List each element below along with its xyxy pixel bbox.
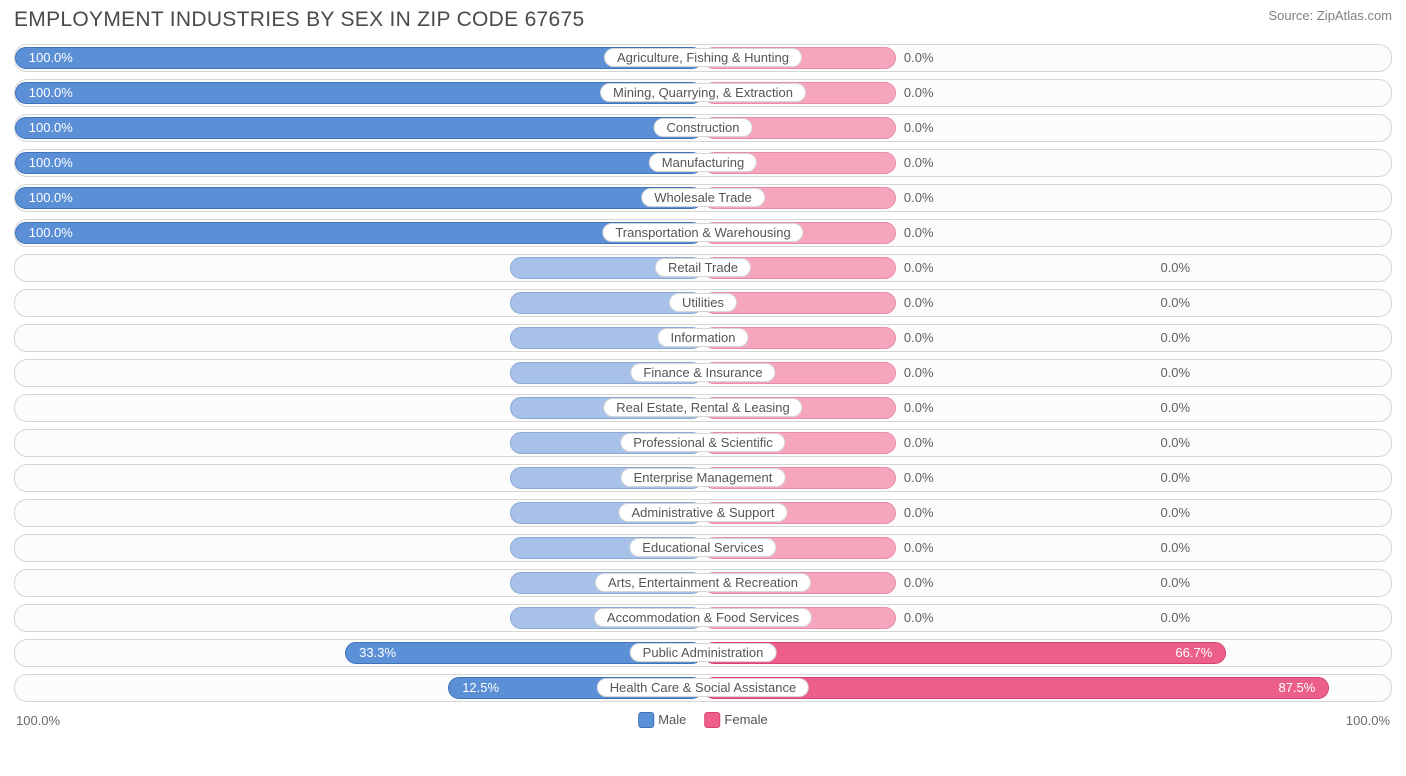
- value-male: 0.0%: [1160, 470, 1190, 485]
- category-label: Wholesale Trade: [641, 188, 765, 207]
- chart-row: Enterprise Management 0.0% 0.0%: [14, 464, 1392, 492]
- category-label: Construction: [654, 118, 753, 137]
- chart-row: Arts, Entertainment & Recreation 0.0% 0.0%: [14, 569, 1392, 597]
- value-female: 0.0%: [904, 295, 934, 310]
- value-female: 0.0%: [904, 225, 934, 240]
- chart-footer: 100.0% Male Female 100.0%: [14, 709, 1392, 731]
- chart-row: Educational Services 0.0% 0.0%: [14, 534, 1392, 562]
- value-male: 100.0%: [29, 120, 73, 135]
- category-label: Arts, Entertainment & Recreation: [595, 573, 811, 592]
- value-male: 100.0%: [29, 155, 73, 170]
- value-female: 0.0%: [904, 260, 934, 275]
- swatch-male-icon: [638, 712, 654, 728]
- chart-row: Finance & Insurance 0.0% 0.0%: [14, 359, 1392, 387]
- chart-row: Transportation & Warehousing 100.0% 0.0%: [14, 219, 1392, 247]
- chart-row: Retail Trade 0.0% 0.0%: [14, 254, 1392, 282]
- value-female: 0.0%: [904, 435, 934, 450]
- chart-row: Health Care & Social Assistance 12.5% 87.5…: [14, 674, 1392, 702]
- bar-female: [703, 642, 1226, 664]
- value-male: 0.0%: [1160, 575, 1190, 590]
- value-male: 100.0%: [29, 190, 73, 205]
- category-label: Professional & Scientific: [620, 433, 785, 452]
- value-male: 12.5%: [462, 680, 499, 695]
- chart-row: Information 0.0% 0.0%: [14, 324, 1392, 352]
- value-male: 0.0%: [1160, 260, 1190, 275]
- category-label: Real Estate, Rental & Leasing: [603, 398, 802, 417]
- category-label: Health Care & Social Assistance: [597, 678, 809, 697]
- value-female: 0.0%: [904, 400, 934, 415]
- value-male: 100.0%: [29, 85, 73, 100]
- category-label: Mining, Quarrying, & Extraction: [600, 83, 806, 102]
- category-label: Educational Services: [629, 538, 776, 557]
- value-female: 0.0%: [904, 190, 934, 205]
- category-label: Agriculture, Fishing & Hunting: [604, 48, 802, 67]
- chart-header: EMPLOYMENT INDUSTRIES BY SEX IN ZIP CODE…: [14, 8, 1392, 32]
- chart-row: Wholesale Trade 100.0% 0.0%: [14, 184, 1392, 212]
- value-female: 0.0%: [904, 505, 934, 520]
- category-label: Administrative & Support: [618, 503, 787, 522]
- category-label: Accommodation & Food Services: [594, 608, 812, 627]
- diverging-bar-chart: Agriculture, Fishing & Hunting 100.0% 0.0%…: [14, 44, 1392, 702]
- value-male: 0.0%: [1160, 505, 1190, 520]
- category-label: Enterprise Management: [621, 468, 786, 487]
- value-female: 0.0%: [904, 365, 934, 380]
- value-male: 0.0%: [1160, 540, 1190, 555]
- value-male: 0.0%: [1160, 295, 1190, 310]
- category-label: Retail Trade: [655, 258, 751, 277]
- category-label: Information: [657, 328, 748, 347]
- chart-source: Source: ZipAtlas.com: [1268, 8, 1392, 23]
- chart-row: Real Estate, Rental & Leasing 0.0% 0.0%: [14, 394, 1392, 422]
- value-male: 33.3%: [359, 645, 396, 660]
- value-male: 0.0%: [1160, 400, 1190, 415]
- chart-row: Public Administration 33.3% 66.7%: [14, 639, 1392, 667]
- value-female: 0.0%: [904, 470, 934, 485]
- value-male: 0.0%: [1160, 365, 1190, 380]
- chart-row: Mining, Quarrying, & Extraction 100.0% 0.0…: [14, 79, 1392, 107]
- bar-male: [15, 187, 703, 209]
- value-male: 0.0%: [1160, 330, 1190, 345]
- value-female: 0.0%: [904, 540, 934, 555]
- chart-row: Utilities 0.0% 0.0%: [14, 289, 1392, 317]
- value-female: 66.7%: [1175, 645, 1212, 660]
- category-label: Public Administration: [630, 643, 777, 662]
- category-label: Manufacturing: [649, 153, 757, 172]
- chart-row: Administrative & Support 0.0% 0.0%: [14, 499, 1392, 527]
- bar-male: [15, 47, 703, 69]
- value-female: 0.0%: [904, 120, 934, 135]
- chart-row: Agriculture, Fishing & Hunting 100.0% 0.0%: [14, 44, 1392, 72]
- value-female: 87.5%: [1278, 680, 1315, 695]
- value-male: 0.0%: [1160, 610, 1190, 625]
- value-female: 0.0%: [904, 50, 934, 65]
- swatch-female-icon: [704, 712, 720, 728]
- chart-row: Construction 100.0% 0.0%: [14, 114, 1392, 142]
- category-label: Transportation & Warehousing: [602, 223, 803, 242]
- chart-row: Accommodation & Food Services 0.0% 0.0%: [14, 604, 1392, 632]
- value-male: 0.0%: [1160, 435, 1190, 450]
- value-female: 0.0%: [904, 155, 934, 170]
- legend-female: Female: [704, 712, 767, 729]
- bar-male: [15, 117, 703, 139]
- bar-male: [15, 152, 703, 174]
- category-label: Finance & Insurance: [630, 363, 775, 382]
- chart-row: Manufacturing 100.0% 0.0%: [14, 149, 1392, 177]
- value-female: 0.0%: [904, 330, 934, 345]
- chart-title: EMPLOYMENT INDUSTRIES BY SEX IN ZIP CODE…: [14, 8, 584, 32]
- chart-row: Professional & Scientific 0.0% 0.0%: [14, 429, 1392, 457]
- legend-male: Male: [638, 712, 686, 729]
- value-male: 100.0%: [29, 50, 73, 65]
- value-female: 0.0%: [904, 575, 934, 590]
- bar-male: [15, 222, 703, 244]
- axis-left-label: 100.0%: [16, 713, 60, 728]
- value-female: 0.0%: [904, 85, 934, 100]
- value-female: 0.0%: [904, 610, 934, 625]
- value-male: 100.0%: [29, 225, 73, 240]
- legend: Male Female: [638, 712, 768, 729]
- axis-right-label: 100.0%: [1346, 713, 1390, 728]
- category-label: Utilities: [669, 293, 737, 312]
